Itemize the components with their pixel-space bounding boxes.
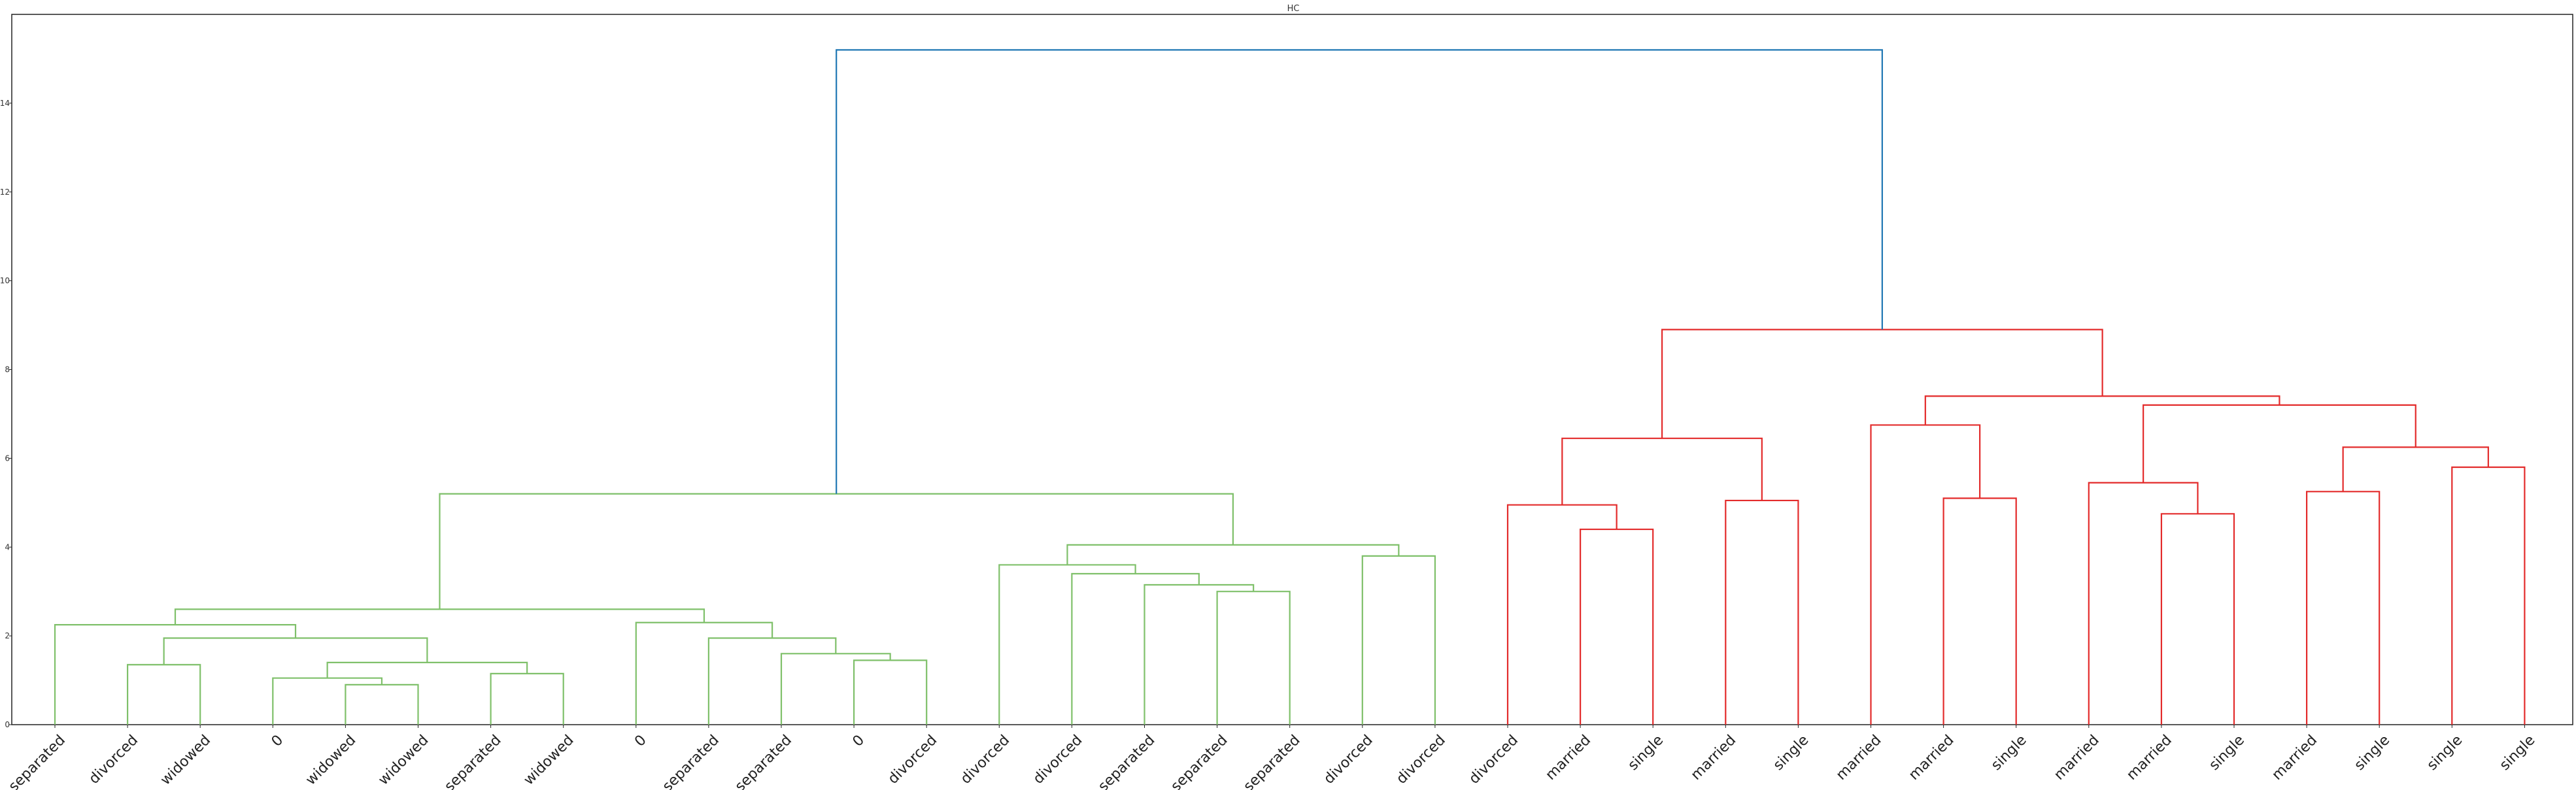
y-tick-label-1: 2	[5, 631, 10, 640]
plot-frame	[11, 14, 2573, 725]
leaf-label-22: single	[1625, 732, 1667, 774]
y-tick-label-2: 4	[5, 542, 10, 551]
leaf-label-1: divorced	[86, 732, 141, 787]
dendrogram-link-n5	[127, 664, 201, 725]
leaf-label-23: married	[1688, 732, 1740, 783]
dendrogram-link-n3	[490, 672, 564, 725]
leaf-label-28: married	[2051, 732, 2103, 783]
leaf-label-26: married	[1906, 732, 1957, 783]
y-tick-label-7: 14	[0, 99, 10, 108]
dendrogram-link-n2	[272, 677, 383, 725]
leaf-label-33: single	[2424, 732, 2466, 774]
dendrogram-link-n21	[1506, 504, 1618, 725]
leaf-label-7: widowed	[520, 732, 577, 788]
leaf-label-32: single	[2351, 732, 2393, 774]
leaf-label-24: single	[1771, 732, 1812, 774]
leaf-labels: separated divorced widowed 0 widowed widowed s…	[6, 725, 2539, 790]
leaf-label-31: married	[2269, 732, 2320, 783]
dendrogram-link-n27	[2088, 482, 2199, 725]
y-axis: 0 2 4 6 8 10 12 14	[0, 99, 12, 729]
leaf-label-10: separated	[732, 732, 795, 790]
leaf-label-34: single	[2497, 732, 2539, 774]
dendrogram-link-n26	[2160, 513, 2235, 725]
leaf-label-9: separated	[660, 732, 722, 790]
dendrogram-link-n16	[998, 564, 1136, 725]
leaf-label-17: separated	[1240, 732, 1303, 790]
leaf-label-0: separated	[6, 732, 69, 790]
leaf-label-27: single	[1988, 732, 2030, 774]
dendrogram-link-n13	[1216, 591, 1291, 725]
dendrogram-link-n15	[1071, 572, 1200, 725]
dendrogram-link-n29	[2451, 466, 2526, 725]
dendrogram-link-n33	[1661, 329, 2103, 438]
dendrogram-link-n14	[1144, 584, 1255, 725]
leaf-label-25: married	[1833, 732, 1885, 783]
leaf-label-30: single	[2206, 732, 2248, 774]
leaf-label-21: married	[1542, 732, 1594, 783]
leaf-label-12: divorced	[885, 732, 941, 787]
dendrogram-links	[54, 49, 2526, 725]
dendrogram-link-n1	[345, 683, 419, 725]
dendrogram-link-n10	[707, 637, 837, 725]
y-tick-label-6: 12	[0, 188, 10, 197]
leaf-label-19: divorced	[1393, 732, 1449, 787]
dendrogram-link-n8	[853, 659, 928, 725]
dendrogram-link-n11	[635, 621, 773, 725]
dendrogram-link-n25	[1870, 424, 1981, 725]
leaf-label-11: 0	[850, 732, 868, 750]
dendrogram-link-n4	[326, 661, 528, 678]
dendrogram-link-n7	[54, 624, 297, 725]
dendrogram-link-n9	[780, 653, 891, 725]
dendrogram-link-n34	[836, 49, 1883, 494]
chart-title: HC	[1287, 4, 1300, 14]
leaf-label-20: divorced	[1466, 732, 1521, 787]
dendrogram-link-n18	[1066, 544, 1400, 565]
dendrogram-link-n20	[1580, 528, 1654, 725]
leaf-label-4: widowed	[303, 732, 359, 788]
y-tick-label-5: 10	[0, 276, 10, 286]
leaf-label-6: separated	[441, 732, 504, 790]
y-tick-label-4: 8	[5, 365, 10, 374]
dendrogram-link-n31	[2143, 404, 2416, 483]
leaf-label-8: 0	[632, 732, 650, 750]
dendrogram-link-n24	[1942, 497, 2017, 725]
dendrogram-link-n12	[174, 608, 705, 625]
dendrogram-link-n32	[1924, 395, 2280, 425]
leaf-label-18: divorced	[1321, 732, 1376, 787]
leaf-label-2: widowed	[158, 732, 214, 788]
dendrogram-link-n6	[163, 637, 428, 665]
dendrogram-link-n19	[439, 493, 1234, 610]
leaf-label-16: separated	[1168, 732, 1230, 790]
leaf-label-5: widowed	[375, 732, 432, 788]
leaf-label-15: separated	[1095, 732, 1158, 790]
leaf-label-13: divorced	[958, 732, 1013, 787]
leaf-label-3: 0	[269, 732, 287, 750]
leaf-label-14: divorced	[1030, 732, 1086, 787]
leaf-label-29: married	[2124, 732, 2175, 783]
dendrogram-link-n17	[1361, 555, 1436, 725]
y-tick-label-3: 6	[5, 453, 10, 463]
dendrogram-link-n22	[1725, 499, 1799, 725]
dendrogram-link-n28	[2306, 491, 2381, 725]
dendrogram-link-n30	[2342, 446, 2489, 492]
dendrogram-link-n23	[1561, 437, 1763, 505]
y-tick-label-0: 0	[5, 720, 10, 729]
